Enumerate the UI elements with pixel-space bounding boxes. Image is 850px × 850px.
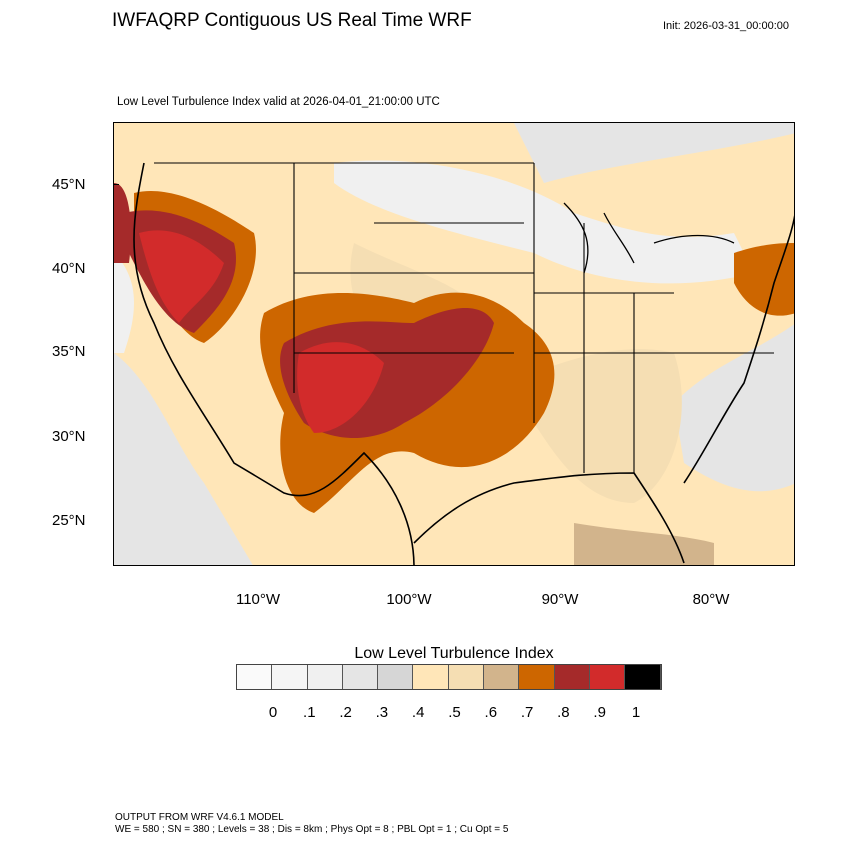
- colorbar-swatch: [342, 665, 379, 689]
- lon-label-90w: 90°W: [541, 591, 579, 608]
- lat-label-25: 25°N: [52, 512, 86, 529]
- model-info-line2: WE = 580 ; SN = 380 ; Levels = 38 ; Dis …: [115, 824, 509, 835]
- lat-label-30: 30°N: [52, 428, 86, 445]
- lat-label-35: 35°N: [52, 343, 86, 360]
- pacific-low-index: [114, 353, 253, 565]
- plot-title: IWFAQRP Contiguous US Real Time WRF: [112, 10, 472, 31]
- pacific-darkred: [114, 183, 131, 263]
- colorbar-swatch: [413, 665, 449, 689]
- colorbar-swatch: [378, 665, 414, 689]
- great-lakes-outline: [563, 202, 735, 274]
- colorbar-label: .2: [339, 704, 352, 721]
- lon-label-110w: 110°W: [235, 591, 281, 608]
- init-time: Init: 2026-03-31_00:00:00: [663, 20, 789, 32]
- colorbar-swatch: [625, 665, 661, 689]
- canada-low-index: [514, 123, 794, 183]
- gulf-coastline: [413, 472, 685, 564]
- southeast-wheat: [534, 349, 682, 503]
- colorbar-label: .8: [557, 704, 570, 721]
- colorbar: [236, 664, 662, 690]
- lon-label-80w: 80°W: [692, 591, 730, 608]
- lat-label-40: 40°N: [52, 260, 86, 277]
- colorbar-label: .3: [375, 704, 389, 721]
- north-plains-low-index: [334, 160, 754, 284]
- map-svg: [114, 123, 794, 565]
- gulf-tan: [574, 523, 714, 565]
- east-coastline: [683, 215, 794, 484]
- colorbar-label: 1: [631, 704, 641, 721]
- colorbar-swatch: [554, 665, 590, 689]
- colorbar-swatch: [519, 665, 555, 689]
- new-mexico-red: [297, 342, 384, 433]
- colorbar-swatch: [448, 665, 485, 689]
- colorbar-label: .4: [411, 704, 425, 721]
- colorbar-swatch: [484, 665, 520, 689]
- colorbar-label: .1: [303, 704, 316, 721]
- plot-subtitle: Low Level Turbulence Index valid at 2026…: [117, 96, 440, 108]
- lat-tick: [113, 184, 119, 185]
- turbulence-map: [113, 122, 795, 566]
- colorbar-title: Low Level Turbulence Index: [354, 645, 554, 662]
- lon-label-100w: 100°W: [386, 591, 432, 608]
- colorbar-swatch: [272, 665, 308, 689]
- great-basin-red: [139, 230, 224, 323]
- west-coast-border-line: [133, 162, 415, 565]
- state-boundaries: [154, 162, 774, 473]
- colorbar-swatch: [307, 665, 343, 689]
- colorbar-label: .5: [448, 704, 461, 721]
- northeast-orange: [734, 243, 794, 316]
- colorbar-label: 0: [268, 704, 278, 721]
- colorbar-label: .7: [520, 704, 534, 721]
- colorbar-swatch: [237, 665, 273, 689]
- pacific-north-low: [114, 253, 134, 353]
- lat-label-45: 45°N: [52, 176, 86, 193]
- colorbar-label: .6: [484, 704, 498, 721]
- model-info-line1: OUTPUT FROM WRF V4.6.1 MODEL: [115, 812, 284, 823]
- colorbar-swatch: [589, 665, 626, 689]
- colorbar-label: .9: [593, 704, 606, 721]
